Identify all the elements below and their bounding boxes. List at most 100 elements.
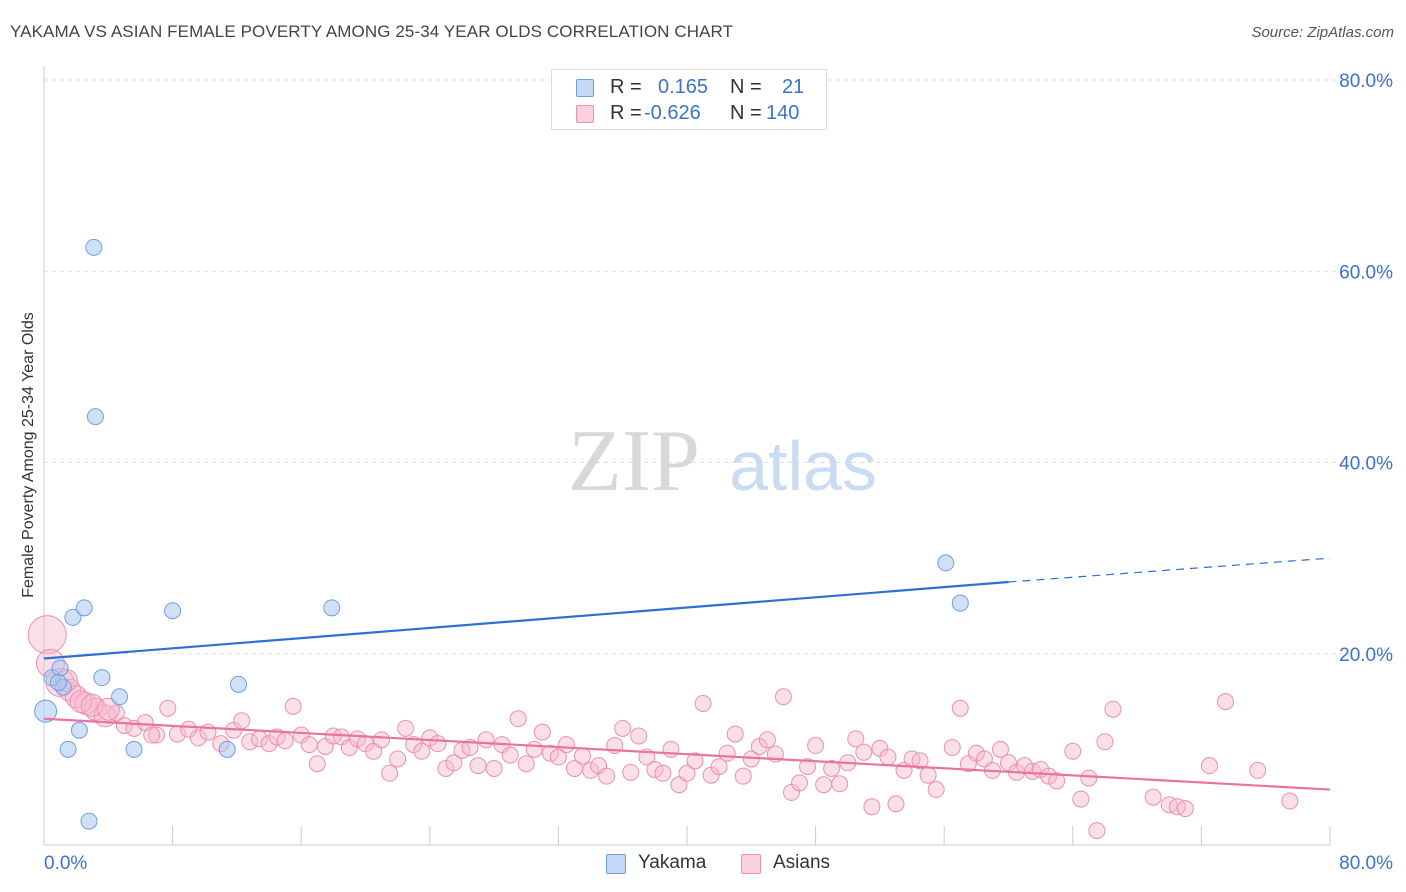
asians-point — [276, 732, 294, 750]
asians-point — [1281, 792, 1299, 810]
yakama-point — [51, 659, 69, 677]
asians-point — [678, 764, 696, 782]
r-value-yakama: 0.165 — [658, 76, 709, 98]
yakama-point — [70, 721, 88, 739]
asians-point — [389, 750, 407, 768]
yakama-swatch — [576, 79, 594, 97]
asians-point — [233, 712, 251, 730]
asians-point — [469, 757, 487, 775]
yakama-series — [34, 238, 969, 830]
asians-point — [791, 774, 809, 792]
yakama-point — [34, 699, 58, 723]
axes — [43, 66, 1331, 846]
asians-point — [485, 760, 503, 777]
asians-point — [630, 727, 648, 745]
asians-point — [533, 723, 551, 741]
asians-point — [373, 731, 391, 749]
asians-point — [541, 744, 559, 762]
r-label: R = — [610, 102, 642, 124]
asians-point — [509, 710, 527, 728]
asians-point — [180, 720, 198, 738]
x-tick-label: 0.0% — [44, 853, 87, 874]
asians-point — [654, 764, 672, 782]
asians-point — [1048, 772, 1066, 790]
asians-point — [582, 761, 600, 779]
asians-point — [148, 726, 166, 744]
yakama-point — [111, 688, 129, 706]
yakama-point — [93, 669, 111, 687]
chart-source: Source: ZipAtlas.com — [1251, 24, 1394, 41]
asians-point — [549, 748, 567, 766]
asians-point — [241, 733, 259, 751]
asians-point — [143, 726, 161, 744]
trendlines — [43, 557, 1331, 791]
asians-point — [300, 736, 318, 754]
asians-point — [622, 763, 640, 781]
yakama-point — [323, 599, 341, 617]
watermark-atlas: atlas — [729, 427, 877, 505]
asians-point — [831, 775, 849, 793]
asians-point — [1080, 769, 1098, 787]
asians-point — [855, 743, 873, 761]
asians-point — [397, 719, 415, 737]
tick-labels: 20.0% 40.0% 60.0% 80.0% 0.0% 80.0% — [44, 71, 1393, 874]
legend-label-asians: Asians — [773, 852, 831, 873]
asians-point — [710, 758, 728, 776]
series-legend: Yakama Asians — [0, 852, 1406, 878]
yakama-trendline-extension — [1008, 557, 1331, 583]
yakama-point — [59, 740, 77, 758]
asians-point — [477, 731, 495, 749]
asians-point — [718, 744, 736, 762]
yakama-point — [218, 740, 236, 758]
asians-point — [1144, 788, 1162, 806]
asians-point — [807, 737, 825, 755]
asians-point — [381, 764, 399, 782]
yakama-point — [937, 554, 955, 572]
x-tick-label: 80.0% — [1339, 853, 1393, 874]
asians-point — [879, 748, 897, 766]
asians-point — [27, 615, 67, 655]
asians-point — [863, 798, 881, 816]
asians-point — [799, 758, 817, 776]
gridlines — [44, 79, 1392, 655]
asians-point — [991, 740, 1009, 758]
y-tick-label: 60.0% — [1339, 262, 1393, 283]
asians-point — [911, 752, 929, 770]
asians-point — [1064, 742, 1082, 760]
n-label: N = — [730, 76, 762, 98]
yakama-point — [75, 599, 93, 617]
asians-series — [27, 615, 1299, 840]
asians-point — [614, 719, 632, 737]
yakama-point — [49, 673, 67, 691]
n-value-yakama: 21 — [782, 76, 805, 98]
y-tick-label: 40.0% — [1339, 454, 1393, 475]
asians-point — [847, 730, 865, 748]
asians-point — [927, 781, 945, 799]
asians-point — [107, 704, 125, 722]
asians-point — [1200, 757, 1218, 775]
asians-point — [734, 767, 752, 785]
asians-point — [159, 699, 177, 717]
asians-point — [1072, 790, 1090, 808]
asians-point — [115, 716, 133, 734]
asians-point — [646, 760, 664, 778]
asians-point — [557, 736, 575, 754]
yakama-point — [951, 594, 969, 612]
yakama-legend-swatch — [606, 854, 626, 874]
legend-label-yakama: Yakama — [638, 852, 707, 873]
asians-point — [1249, 761, 1267, 779]
asians-point — [1104, 700, 1122, 718]
asians-trendline — [43, 717, 1331, 791]
r-label: R = — [610, 76, 642, 98]
asians-point — [815, 776, 833, 794]
yakama-trendline — [43, 580, 1009, 660]
asians-point — [189, 729, 207, 747]
asians-point — [694, 694, 712, 712]
yakama-point — [64, 608, 82, 626]
asians-point — [308, 755, 326, 773]
asians-point — [574, 747, 592, 765]
asians-point — [501, 746, 519, 764]
asians-point — [774, 688, 792, 706]
asians-point — [943, 738, 961, 756]
asians-point — [1040, 767, 1058, 785]
